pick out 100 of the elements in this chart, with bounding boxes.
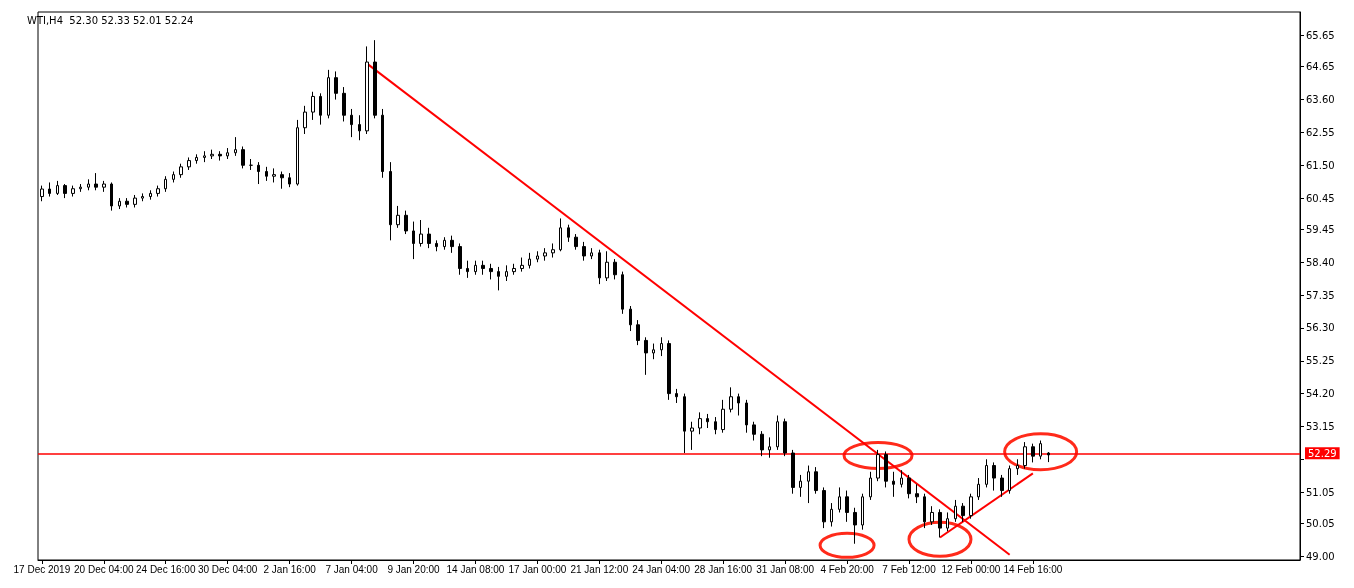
candlestick [218, 150, 222, 162]
candlestick [1016, 458, 1019, 476]
y-tick-label: 64.65 [1306, 61, 1335, 73]
candlestick [450, 235, 454, 254]
candlestick [118, 197, 121, 210]
candlestick [876, 449, 880, 482]
candlestick [954, 499, 957, 523]
candlestick [845, 490, 849, 523]
y-tick-label: 49.00 [1306, 550, 1335, 562]
candlestick [1000, 474, 1004, 498]
candlestick [404, 210, 408, 235]
x-tick-label: 9 Jan 20:00 [387, 563, 441, 575]
candlestick [71, 185, 75, 198]
candlestick [272, 167, 276, 183]
candlestick [660, 336, 663, 357]
candlestick [946, 511, 949, 532]
candlestick [961, 502, 965, 523]
candlestick [900, 469, 903, 488]
candlestick [807, 465, 810, 504]
candlestick [551, 242, 555, 259]
candlestick [342, 86, 346, 122]
candlestick [814, 466, 818, 495]
y-tick-label: 56.30 [1306, 322, 1335, 334]
candlestick [466, 260, 469, 279]
candlestick [226, 147, 229, 160]
candlestick [56, 180, 59, 196]
candlestick [512, 263, 516, 276]
candlestick [87, 178, 90, 191]
y-tick-label: 50.05 [1306, 517, 1335, 529]
candlestick [94, 172, 98, 191]
y-tick-label: 58.40 [1306, 256, 1335, 268]
candlestick [187, 156, 191, 171]
candlestick [791, 449, 795, 495]
candlestick [683, 393, 686, 454]
candlestick [629, 305, 632, 332]
candlestick [621, 271, 624, 315]
candlestick [1039, 440, 1042, 460]
candlestick [598, 249, 601, 285]
candlestick [884, 450, 888, 488]
candlestick [737, 393, 740, 416]
candlestick [172, 171, 175, 183]
candlestick [582, 241, 586, 262]
candlestick [265, 166, 268, 182]
candlestick [783, 418, 787, 457]
y-tick-label: 55.25 [1306, 355, 1335, 367]
candlestick [288, 172, 291, 188]
candlestick [427, 227, 431, 249]
candlestick [481, 260, 485, 276]
candlestick [667, 339, 671, 401]
candlestick [435, 239, 438, 252]
candlestick [729, 386, 733, 413]
candlestick [853, 507, 857, 545]
y-tick-label: 57.35 [1306, 289, 1335, 301]
x-tick-label: 12 Feb 00:00 [941, 563, 1001, 575]
chart-title: WTI,H4 52.30 52.33 52.01 52.24 [27, 14, 194, 26]
y-tick-label: 61.50 [1306, 159, 1335, 171]
candlestick [350, 108, 353, 138]
candlestick [706, 413, 709, 429]
candlestick [892, 471, 895, 498]
candlestick [48, 181, 51, 198]
candlestick [528, 252, 531, 269]
candlestick [141, 192, 144, 202]
candlestick [373, 39, 377, 119]
candlestick [520, 257, 524, 273]
candlestick [327, 69, 330, 119]
y-tick-label: 53.15 [1306, 420, 1335, 432]
candlestick [915, 483, 919, 504]
candlestick [745, 399, 748, 434]
candlestick [79, 183, 82, 193]
candlestick [458, 242, 462, 276]
candlestick [358, 114, 361, 141]
candlestick [489, 263, 493, 280]
candlestick [234, 136, 237, 157]
candlestick [644, 336, 648, 376]
candlestick [543, 247, 547, 262]
candlestick [381, 108, 384, 179]
x-tick-label: 17 Dec 2019 [13, 563, 71, 575]
candlestick [179, 163, 183, 179]
candlestick [303, 105, 307, 135]
candlestick [389, 161, 392, 241]
candlestick [690, 421, 694, 451]
candlestick [652, 343, 655, 360]
candlestick [195, 153, 198, 165]
candlestick [1023, 441, 1027, 470]
candlestick [125, 197, 129, 208]
candlestick [675, 388, 678, 404]
candlestick [311, 91, 315, 121]
candlestick [613, 258, 617, 280]
candlestick [133, 194, 137, 208]
x-tick-label: 14 Jan 08:00 [446, 563, 505, 575]
candlestick [721, 399, 725, 434]
x-tick-label: 31 Jan 08:00 [756, 563, 815, 575]
x-tick-label: 7 Feb 12:00 [882, 563, 937, 575]
candlestick [536, 250, 539, 263]
candlestick [938, 508, 942, 538]
candlestick [164, 175, 167, 193]
y-tick-label: 59.45 [1306, 223, 1335, 235]
x-tick-label: 14 Feb 16:00 [1003, 563, 1063, 575]
candlestick [559, 217, 562, 252]
x-tick-label: 4 Feb 20:00 [820, 563, 875, 575]
